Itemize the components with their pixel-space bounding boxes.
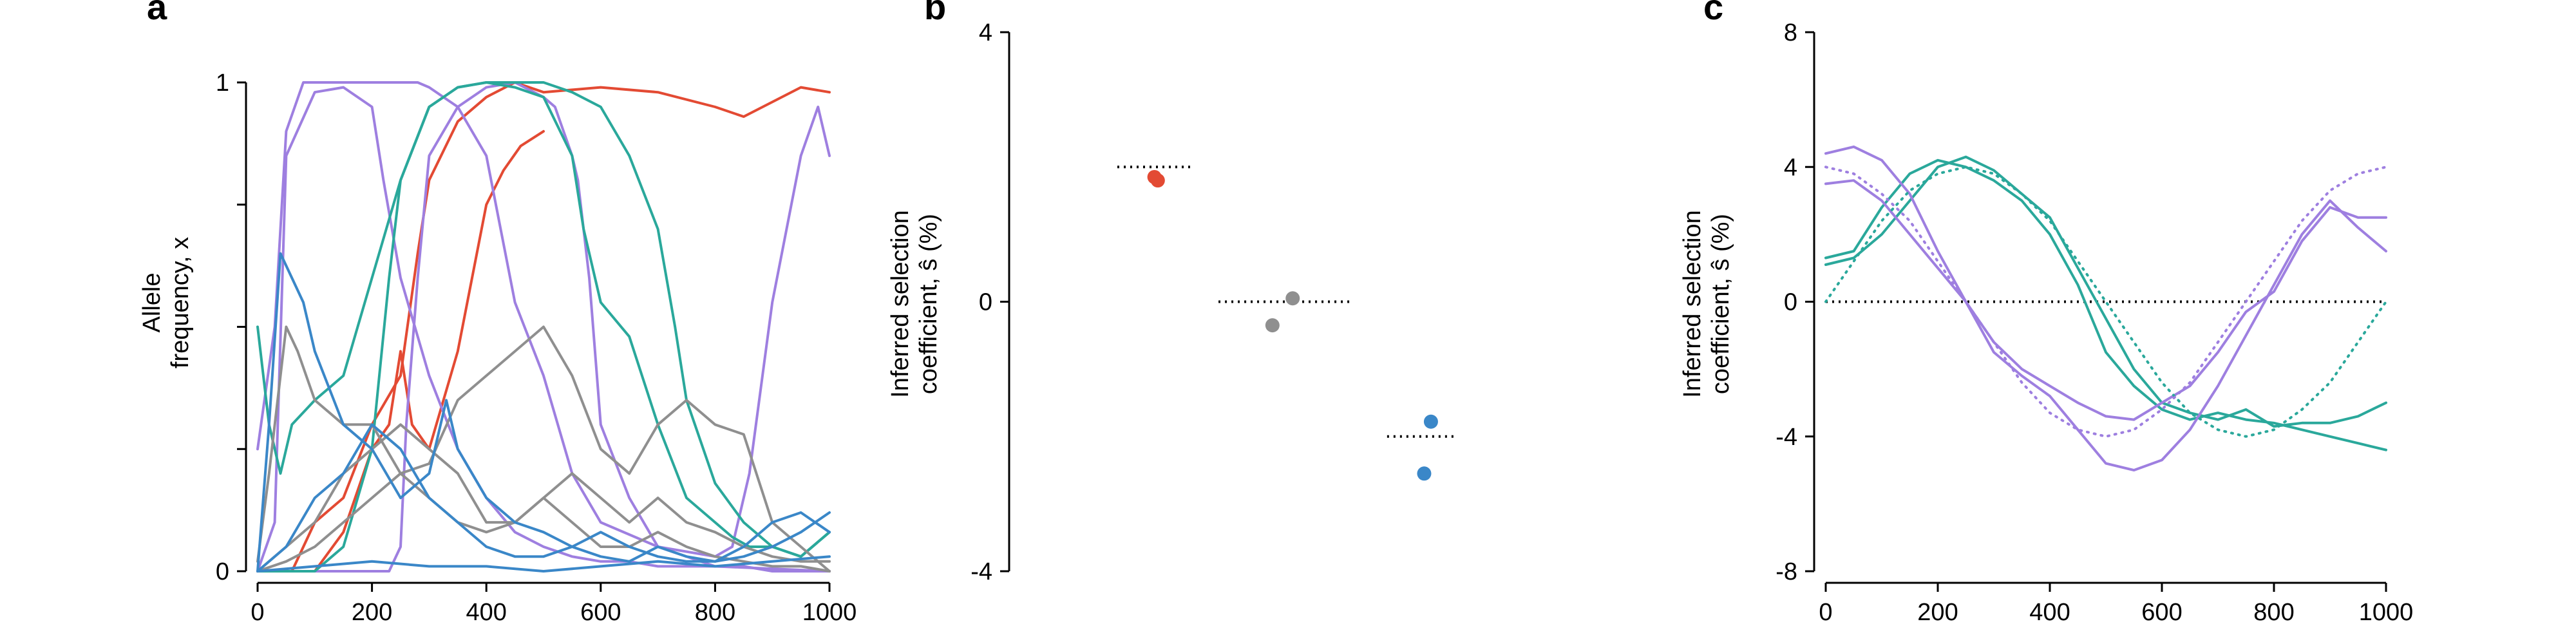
panel-c-axes: 0 200 400 600 800 1000 -8 -4 0 4 8 bbox=[1776, 19, 2413, 626]
panel-a-trajectory-line bbox=[256, 129, 545, 573]
panel-c-true-selection-line bbox=[1824, 166, 2387, 438]
panel-a-x-tick-label: 200 bbox=[352, 599, 392, 626]
panel-a-trajectory-line bbox=[256, 472, 831, 573]
panel-c-ylabel-line-2: coefficient, ŝ (%) bbox=[1707, 214, 1734, 394]
panel-b-inferred-point bbox=[1417, 466, 1432, 481]
panel-c-y-tick-label: 8 bbox=[1784, 19, 1797, 46]
panel-a-y-tick-label: 1 bbox=[216, 70, 229, 97]
panel-b-y-tick-label: -4 bbox=[971, 558, 992, 585]
panel-a-x-tick-label: 400 bbox=[466, 599, 506, 626]
panel-a-trajectory-line bbox=[256, 81, 831, 558]
panel-c-x-tick-label: 600 bbox=[2141, 599, 2182, 626]
panel-a-trajectory-line bbox=[256, 423, 831, 573]
panel-c-ylabel-line-1: Inferred selection bbox=[1679, 210, 1706, 398]
panel-a-trajectory-line bbox=[256, 325, 831, 573]
panel-b-y-tick-label: 4 bbox=[979, 19, 992, 46]
panel-b-points bbox=[1147, 169, 1438, 481]
panel-a-trajectory-line bbox=[256, 81, 831, 558]
panel-c-y-tick-label: 4 bbox=[1784, 154, 1797, 181]
panel-b-inferred-point bbox=[1285, 291, 1300, 306]
panel-c-x-tick-label: 1000 bbox=[2359, 599, 2414, 626]
panel-b-reference-lines bbox=[1117, 166, 1455, 438]
panel-b-ylabel-line-2: coefficient, ŝ (%) bbox=[915, 214, 942, 394]
panel-a-axes: 0 200 400 600 800 1000 0 1 bbox=[216, 70, 857, 626]
panel-b-ylabel-line-1: Inferred selection bbox=[887, 210, 914, 398]
panel-a-series-group bbox=[256, 81, 831, 573]
panel-c-inferred-selection-line bbox=[1824, 155, 2387, 428]
panel-letter-b: b bbox=[924, 0, 946, 27]
panel-b-axes: -4 0 4 bbox=[971, 19, 1010, 585]
panel-letter-a: a bbox=[147, 0, 167, 27]
panel-letter-c: c bbox=[1703, 0, 1723, 27]
panel-a-x-tick-label: 600 bbox=[580, 599, 621, 626]
panel-c-series-group bbox=[1824, 145, 2387, 472]
panel-c-x-tick-label: 0 bbox=[1819, 599, 1832, 626]
panel-b-y-tick-label: 0 bbox=[979, 289, 992, 316]
panel-c-x-tick-label: 400 bbox=[2029, 599, 2070, 626]
panel-c-y-tick-label: -8 bbox=[1776, 558, 1797, 585]
panel-c-x-tick-label: 200 bbox=[1917, 599, 1958, 626]
panel-a-ylabel-line-2: frequency, x bbox=[167, 237, 194, 368]
panel-c-inferred-selection-line bbox=[1824, 145, 2387, 472]
panel-a-y-tick-label: 0 bbox=[216, 558, 229, 585]
panel-b-inferred-point bbox=[1265, 318, 1280, 333]
panel-a-trajectory-line bbox=[256, 81, 831, 573]
panel-c-y-tick-label: 0 bbox=[1784, 289, 1797, 316]
panel-c-inferred-selection-line bbox=[1824, 158, 2387, 451]
panel-a-x-tick-label: 1000 bbox=[802, 599, 857, 626]
panel-c-inferred-selection-line bbox=[1824, 179, 2387, 421]
panel-a-trajectory-line bbox=[256, 81, 831, 573]
panel-a-ylabel-line-1: Allele bbox=[138, 273, 166, 333]
panel-b-inferred-point bbox=[1150, 173, 1165, 188]
panel-a-trajectory-line bbox=[256, 555, 831, 573]
panel-a-x-tick-label: 800 bbox=[695, 599, 735, 626]
panel-c-x-tick-label: 800 bbox=[2253, 599, 2294, 626]
panel-b-selection-coefficient-chart: -4 0 4 Inferred selection coefficient, ŝ (… bbox=[887, 19, 1455, 585]
panel-a-allele-frequency-chart: 0 200 400 600 800 1000 0 1 Allele frequency, x bbox=[138, 70, 857, 626]
panel-b-inferred-point bbox=[1423, 414, 1438, 429]
panel-c-y-tick-label: -4 bbox=[1776, 424, 1797, 451]
panel-c-time-varying-selection-chart: 0 200 400 600 800 1000 -8 -4 0 4 8 Inferred select… bbox=[1679, 19, 2413, 626]
panel-a-x-tick-label: 0 bbox=[251, 599, 264, 626]
